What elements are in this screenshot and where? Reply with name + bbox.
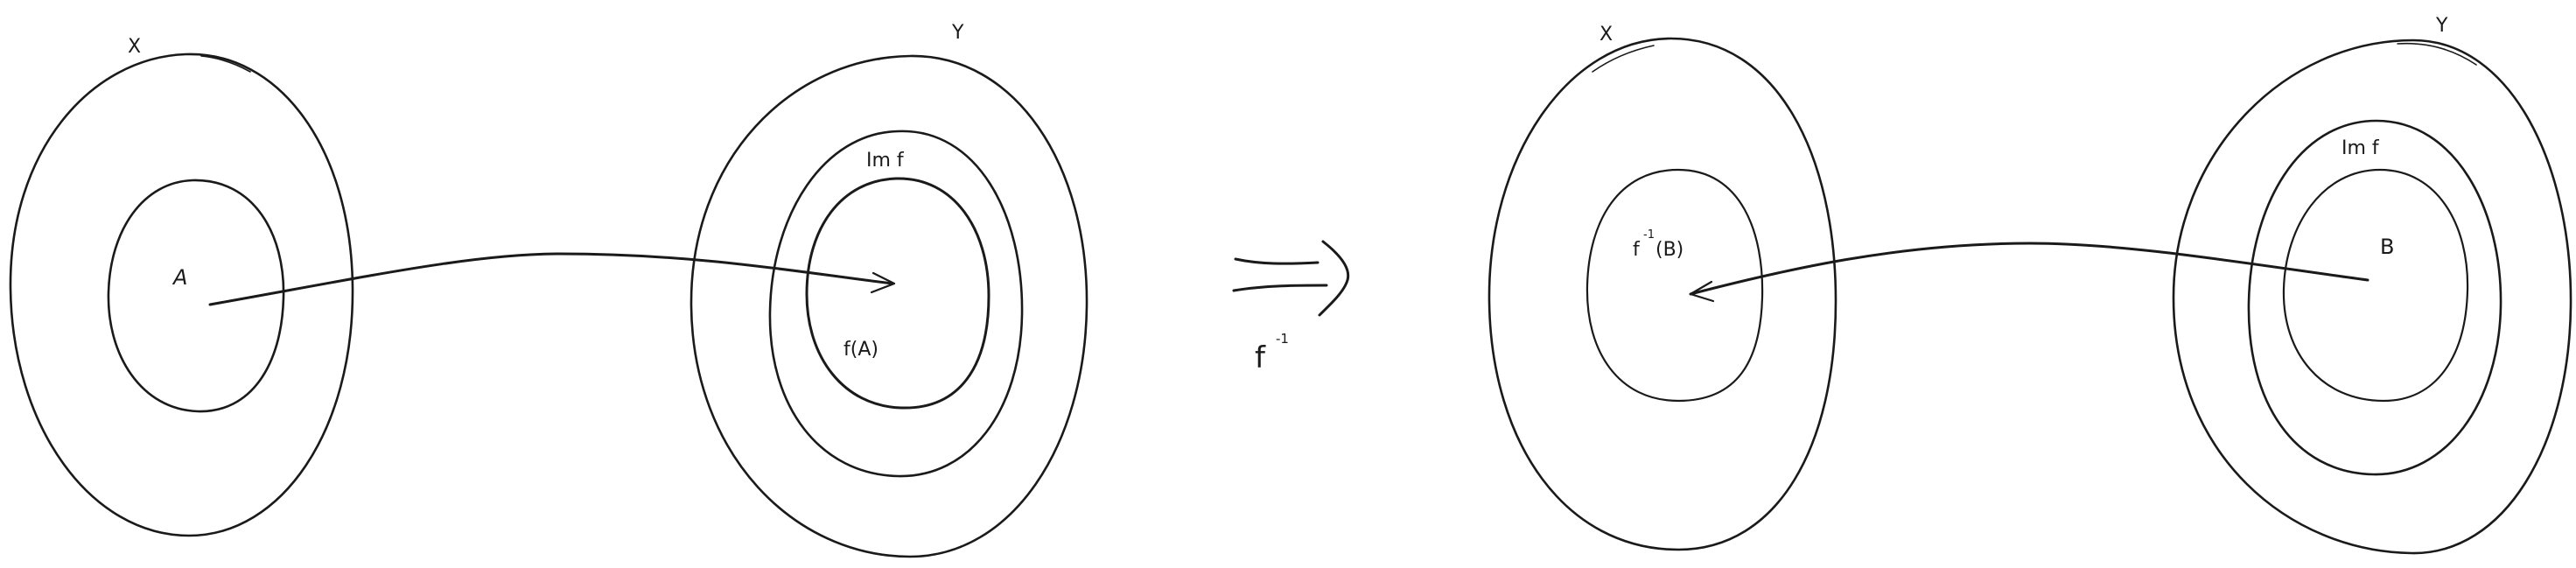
right-im-label: Im f	[2342, 137, 2380, 159]
implication-arrow-head	[1318, 240, 1350, 317]
left-set-x-overstroke	[200, 55, 251, 73]
right-set-y-outline	[2172, 39, 2572, 555]
right-subset-b-outline	[2282, 168, 2469, 403]
right-preimage-arg: (B)	[1656, 239, 1684, 261]
left-image-f-outline	[768, 130, 1024, 478]
left-set-y-outline	[690, 54, 1088, 558]
right-panel: X f -1 (B) Y Im f B	[1488, 15, 2572, 555]
right-y-label: Y	[2435, 15, 2448, 37]
left-y-label: Y	[951, 22, 964, 44]
right-b-label: B	[2380, 235, 2394, 259]
right-preimage-exponent: -1	[1643, 228, 1655, 242]
right-inverse-arrow-head	[1689, 280, 1715, 303]
left-fa-outline	[805, 177, 990, 410]
right-set-x-overstroke	[1592, 45, 1655, 73]
left-map-arrow-line	[208, 252, 894, 306]
left-set-y-overstroke	[878, 55, 963, 66]
left-subset-a-outline	[107, 179, 285, 413]
right-image-f-outline	[2247, 119, 2502, 476]
left-im-label: Im f	[866, 150, 905, 172]
right-preimage-f: f	[1633, 239, 1641, 261]
left-panel: X A Y Im f f(A)	[9, 22, 1088, 558]
right-set-y-overstroke	[2397, 42, 2477, 66]
right-x-label: X	[1600, 24, 1613, 46]
left-a-label: A	[172, 265, 187, 290]
implication-upper-line	[1234, 257, 1320, 265]
right-set-x-outline	[1488, 37, 1838, 551]
implication-arrow: f -1	[1232, 240, 1350, 375]
right-preimage-outline	[1586, 168, 1764, 403]
left-set-x-outline	[9, 53, 354, 537]
left-fa-label: f(A)	[844, 339, 878, 361]
implication-map-label: f	[1255, 340, 1266, 375]
left-x-label: X	[128, 36, 141, 58]
left-map-arrow-head	[870, 271, 896, 294]
right-inverse-arrow-line	[1689, 242, 2370, 296]
implication-lower-line	[1232, 284, 1328, 292]
implication-map-exponent: -1	[1276, 331, 1289, 347]
